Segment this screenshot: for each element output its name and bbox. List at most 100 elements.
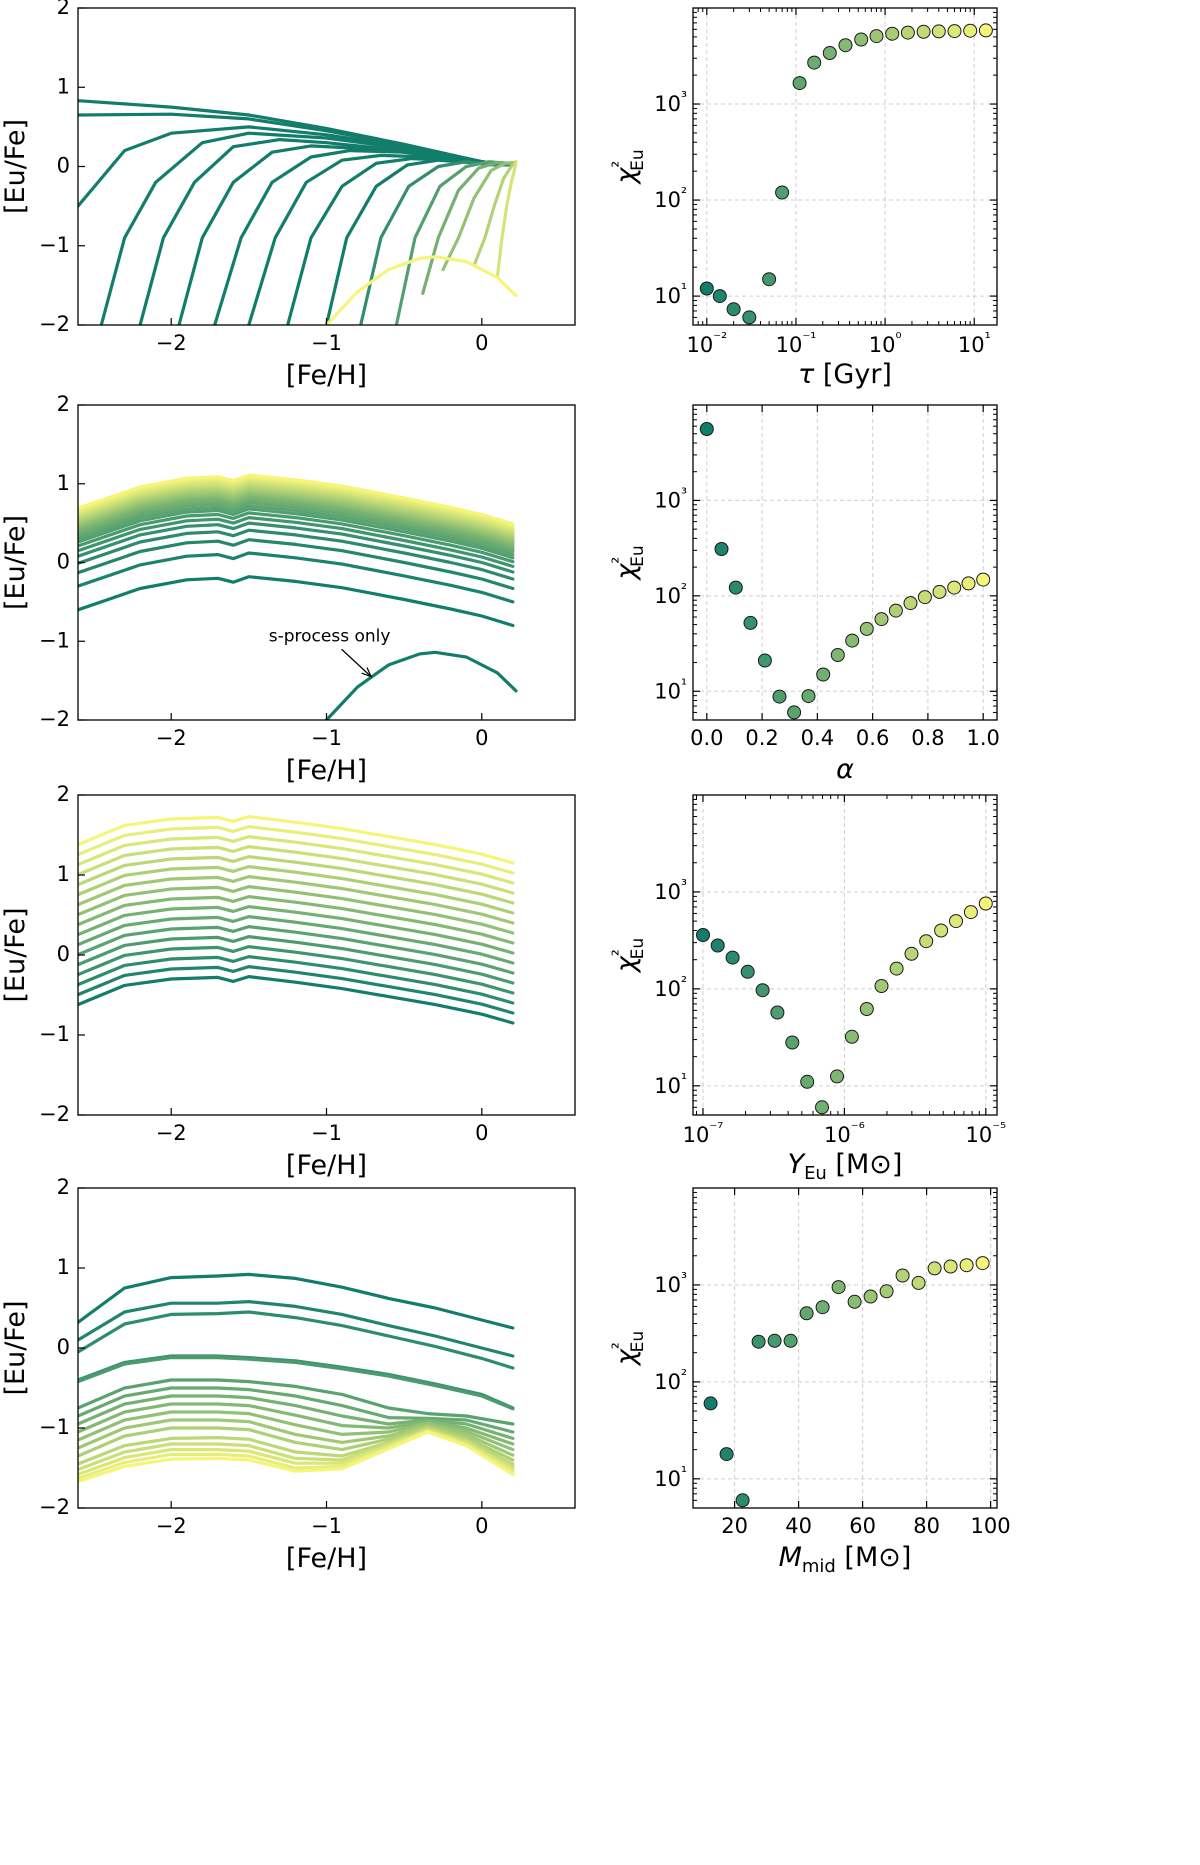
x-tick-label: 10⁻⁵: [965, 1119, 1006, 1147]
data-point: [885, 26, 900, 41]
x-tick-label: −2: [156, 1514, 187, 1538]
series-line: [78, 925, 515, 975]
series-line: [286, 157, 513, 325]
series-line: [78, 825, 515, 875]
x-tick-label: −2: [156, 726, 187, 750]
y-tick-label: 10¹: [654, 1070, 687, 1098]
data-point: [719, 1447, 734, 1462]
x-tick-label: −1: [311, 331, 342, 355]
y-tick-label: −2: [39, 312, 70, 336]
series-line: [78, 835, 515, 885]
y-tick-label: −1: [39, 233, 70, 257]
data-point: [815, 1100, 829, 1115]
y-tick-label: 0: [57, 1335, 70, 1359]
panel-row3-right: 10⁻⁷ 10⁻⁶ 10⁻⁵ 10¹ 10² 10³ YEu [M⊙] χ²Eu: [609, 794, 1006, 1184]
data-point: [710, 938, 725, 953]
x-axis-label: Mmid [M⊙]: [779, 1542, 912, 1577]
data-point: [916, 24, 931, 39]
data-point: [976, 572, 991, 587]
data-point: [869, 29, 884, 44]
data-point: [783, 1333, 798, 1348]
annotation-arrow: [341, 648, 372, 678]
series-line: [213, 149, 512, 325]
x-tick-label: 10⁻¹: [776, 329, 817, 357]
data-point: [859, 621, 874, 636]
data-point: [931, 24, 946, 39]
series-line: [78, 1310, 515, 1370]
data-point: [874, 979, 889, 993]
data-point: [904, 946, 919, 961]
series-line: [78, 1430, 515, 1484]
data-point: [815, 1300, 830, 1315]
x-tick-label: 0.8: [911, 726, 944, 750]
data-point: [961, 576, 976, 591]
series-line: [472, 160, 518, 268]
data-point: [911, 1275, 926, 1290]
x-tick-label: 1.0: [966, 726, 999, 750]
plot-area: [78, 815, 515, 1025]
axes-frame: [692, 7, 998, 326]
data-point: [903, 596, 918, 611]
data-point: [787, 705, 802, 720]
data-point: [959, 1258, 974, 1273]
series-line: [78, 473, 515, 526]
data-point: [757, 653, 772, 668]
data-point: [949, 914, 963, 929]
x-tick-label: 10¹: [958, 329, 991, 357]
series-line: [78, 935, 515, 985]
x-tick-label: 0: [475, 331, 488, 355]
series-line: [78, 965, 515, 1015]
series-line: [78, 1378, 515, 1426]
data-point: [978, 23, 993, 38]
data-point: [879, 1284, 894, 1299]
y-axis-label: χ²Eu: [609, 149, 648, 185]
y-tick-label: −2: [39, 707, 70, 731]
data-point: [728, 580, 743, 595]
y-tick-label: 1: [57, 471, 70, 495]
data-point: [838, 38, 853, 53]
x-tick-label: −1: [311, 1121, 342, 1145]
series-line: [78, 498, 515, 551]
series-line: [441, 160, 516, 272]
series-line: [78, 915, 515, 965]
series-line: [78, 1272, 515, 1330]
x-tick-label: 0: [475, 726, 488, 750]
series-line: [78, 538, 515, 591]
series-line: [78, 507, 515, 560]
panel-row2-left: s-process only −2 −1 0 −2 −1 0 1 2 [Fe/H] [Eu/Fe]: [0, 392, 576, 786]
series-line: [78, 885, 515, 935]
y-tick-label: 10³: [654, 876, 687, 904]
series-line: [78, 1402, 515, 1446]
axes-frame: [692, 1187, 998, 1509]
y-tick-label: 0: [57, 154, 70, 178]
data-point: [792, 76, 807, 91]
data-point: [900, 25, 915, 40]
x-tick-label: 10⁻⁷: [683, 1119, 724, 1147]
series-line: [78, 895, 515, 945]
series-line: [78, 1356, 515, 1411]
x-tick-label: 0: [475, 1514, 488, 1538]
series-line: [78, 865, 515, 915]
data-point: [740, 964, 755, 979]
data-point: [889, 961, 904, 976]
panel-row1-left: −2 −1 0 −2 −1 0 1 2 [Fe/H] [Eu/Fe]: [0, 0, 576, 391]
plot-area: [78, 1272, 515, 1484]
y-axis-label: χ²Eu: [609, 545, 648, 581]
y-tick-label: 10³: [654, 88, 687, 116]
y-tick-label: −2: [39, 1495, 70, 1519]
series-line: [78, 516, 515, 568]
y-tick-label: 10³: [654, 1269, 687, 1297]
data-point: [963, 23, 978, 38]
y-tick-label: −1: [39, 1022, 70, 1046]
data-point: [874, 612, 889, 627]
x-tick-label: 10⁻²: [686, 329, 727, 357]
data-point: [725, 950, 740, 965]
series-line: [78, 815, 515, 865]
x-tick-label: −2: [156, 331, 187, 355]
series-line: [78, 528, 515, 581]
data-point: [895, 1268, 910, 1283]
series-line: [78, 551, 515, 604]
x-axis-label: [Fe/H]: [286, 755, 367, 786]
series-line: [78, 945, 515, 995]
